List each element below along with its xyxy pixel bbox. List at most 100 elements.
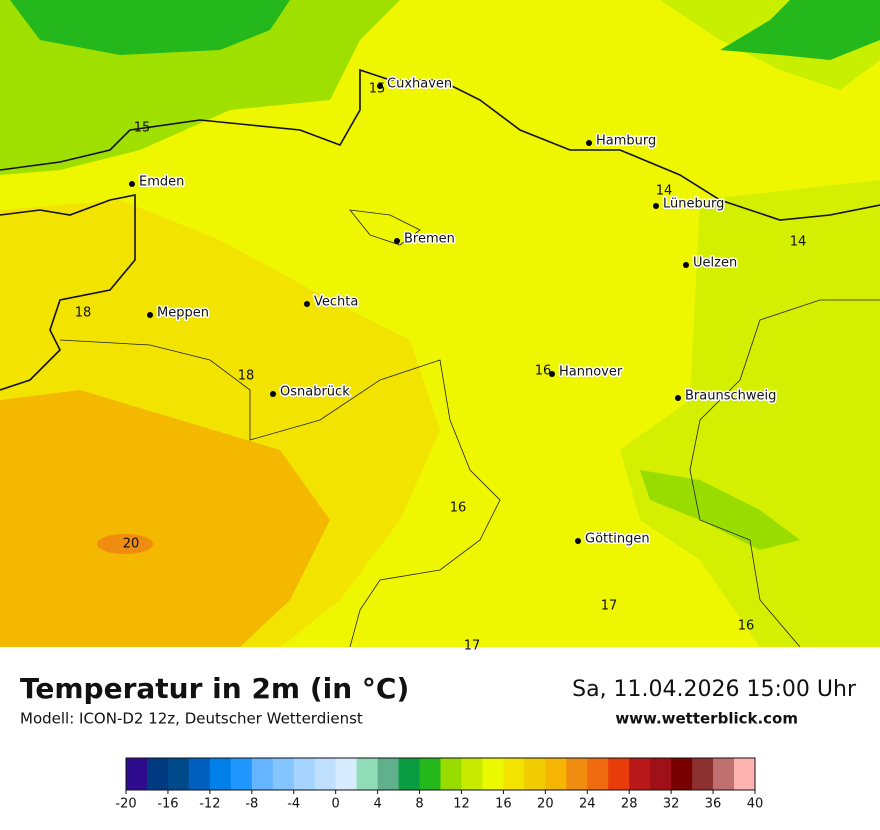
city-label: Hamburg (596, 134, 656, 149)
colorbar-segment (545, 758, 567, 790)
city-dot (394, 238, 400, 244)
colorbar-tick-label: -12 (199, 797, 220, 812)
city-label: Cuxhaven (387, 77, 452, 92)
contour-label: 16 (450, 501, 467, 516)
title: Temperatur in 2m (in °C) (20, 672, 409, 705)
colorbar-tick-label: 0 (332, 797, 340, 812)
colorbar-tick-label: 32 (663, 797, 680, 812)
city-label: Bremen (404, 232, 455, 247)
field-harz (640, 470, 800, 550)
colorbar: -20 -16 -12 -8 -4 0 4 8 12 16 20 24 28 32 36 40 (115, 757, 764, 812)
colorbar-tick-label: -8 (245, 797, 258, 812)
city-dot (683, 262, 689, 268)
bremen-outline (349, 209, 421, 246)
colorbar-tick-label: -16 (157, 797, 178, 812)
contour-label: 14 (790, 235, 807, 250)
colorbar-tick-label: 4 (373, 797, 381, 812)
border-west (0, 194, 136, 391)
colorbar-segment (398, 758, 421, 790)
city-label: Hannover (559, 365, 623, 380)
colorbar-tick-label: 20 (537, 797, 554, 812)
colorbar-segment (461, 758, 483, 790)
state-boundary-east (689, 299, 880, 648)
contour-label: 16 (535, 364, 552, 379)
colorbar-segment (524, 758, 546, 790)
city-dot (147, 312, 153, 318)
colorbar-segment (671, 758, 693, 790)
colorbar-segment (146, 758, 169, 790)
field-warm-spot (97, 534, 153, 554)
city-label: Osnabrück (280, 385, 350, 400)
city-dot (270, 391, 276, 397)
contour-label: 17 (464, 639, 481, 654)
colorbar-segment (126, 758, 148, 790)
contour-label: 15 (134, 121, 151, 136)
city-dot (575, 538, 581, 544)
city-label: Vechta (314, 295, 358, 310)
colorbar-tick-label: -4 (287, 797, 300, 812)
state-boundary (59, 339, 501, 648)
colorbar-segment (692, 758, 714, 790)
colorbar-segment (314, 758, 337, 790)
colorbar-tick-label: 16 (495, 797, 512, 812)
contour-label: 20 (123, 537, 140, 552)
contour-label: 15 (369, 82, 386, 97)
city-dot (549, 371, 555, 377)
contour-label: 16 (738, 619, 755, 634)
colorbar-segment (503, 758, 525, 790)
map (0, 0, 880, 648)
colorbar-segment (209, 758, 232, 790)
contour-label: 18 (238, 369, 255, 384)
coastline (0, 68, 880, 221)
city-dot (129, 181, 135, 187)
colorbar-segment (167, 758, 190, 790)
city-label: Lüneburg (663, 197, 724, 212)
colorbar-segment (482, 758, 504, 790)
colorbar-segment (650, 758, 672, 790)
colorbar-segment (440, 758, 462, 790)
colorbar-segment (251, 758, 274, 790)
city-label: Emden (139, 175, 184, 190)
footer: Temperatur in 2m (in °C) Modell: ICON-D2… (20, 672, 857, 728)
colorbar-segment (335, 758, 358, 790)
colorbar-segment (608, 758, 630, 790)
colorbar-tick-label: 24 (579, 797, 596, 812)
colorbar-tick-label: 40 (747, 797, 764, 812)
datetime: Sa, 11.04.2026 15:00 Uhr (572, 677, 857, 702)
colorbar-segment (629, 758, 651, 790)
city-label: Uelzen (693, 256, 737, 271)
colorbar-frame (125, 757, 756, 791)
colorbar-segment (713, 758, 735, 790)
city-dot (653, 203, 659, 209)
colorbar-segment (419, 758, 441, 790)
colorbar-segment (356, 758, 379, 790)
contour-label: 14 (656, 184, 673, 199)
colorbar-tick-label: 36 (705, 797, 722, 812)
city-dot (586, 140, 592, 146)
map-labels: Cuxhaven Hamburg Emden Lüneburg Bremen Uelzen… (75, 75, 807, 654)
colorbar-tick-label: 12 (453, 797, 470, 812)
colorbar-segment (272, 758, 295, 790)
colorbar-segment (188, 758, 211, 790)
city-label: Meppen (157, 306, 209, 321)
contour-label: 18 (75, 306, 92, 321)
field-east (620, 180, 880, 647)
colorbar-tick-label: 28 (621, 797, 638, 812)
city-dot (377, 83, 383, 89)
city-dot (304, 301, 310, 307)
website: www.wetterblick.com (615, 710, 798, 728)
model-info: Modell: ICON-D2 12z, Deutscher Wetterdie… (20, 710, 363, 728)
city-label: Braunschweig (685, 389, 776, 404)
colorbar-segment (734, 758, 756, 790)
colorbar-tick-label: 8 (415, 797, 423, 812)
colorbar-segment (587, 758, 609, 790)
city-label: Göttingen (585, 532, 650, 547)
contour-label: 17 (601, 599, 618, 614)
field-orange (0, 390, 330, 647)
city-dot (675, 395, 681, 401)
field-dark-green (10, 0, 290, 55)
field-dark-green-ne (720, 0, 880, 60)
colorbar-segment (377, 758, 400, 790)
